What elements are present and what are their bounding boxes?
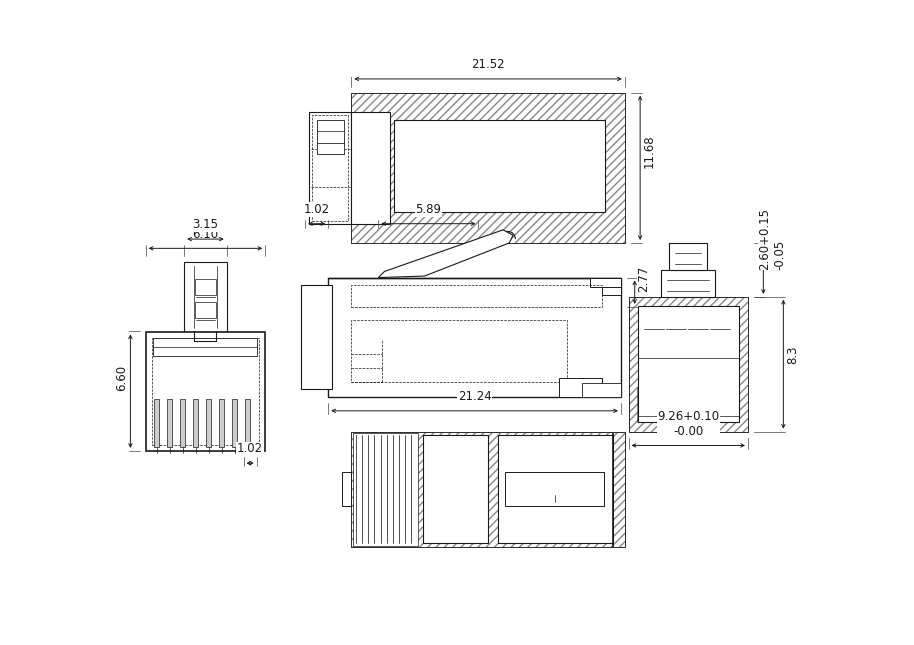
Text: 9.26+0.10
-0.00: 9.26+0.10 -0.00 [657,410,719,438]
Bar [351,93,625,243]
Wedge shape [665,313,677,320]
Bar [154,399,159,447]
Bar [351,93,625,243]
Bar [351,432,625,547]
Bar [317,120,344,154]
Wedge shape [674,313,686,320]
Bar [423,435,488,543]
Bar [328,277,621,397]
Bar [353,433,419,546]
Bar [195,279,216,295]
Bar [611,433,613,546]
Bar [351,112,390,224]
Bar [312,115,348,221]
Bar [219,399,224,447]
Text: 21.52: 21.52 [472,58,505,71]
Text: 2.60+0.15
-0.05: 2.60+0.15 -0.05 [759,208,787,270]
Bar [582,383,621,397]
Bar [611,433,613,546]
Bar [601,277,621,295]
Bar [498,435,613,543]
Bar [629,297,748,432]
Text: 2.77: 2.77 [637,266,651,292]
Text: 5.89: 5.89 [415,203,441,216]
Bar [232,399,237,447]
Bar [590,277,621,287]
Bar [245,399,250,447]
Text: 21.24: 21.24 [458,390,492,403]
Bar [351,432,625,547]
Bar [638,306,739,422]
Bar [661,270,715,297]
Bar [394,120,605,212]
Bar [309,112,351,224]
Bar [669,243,707,270]
Bar [629,297,748,432]
Text: 3.15: 3.15 [193,219,218,232]
Text: 8.3: 8.3 [786,346,799,364]
Wedge shape [643,313,656,320]
Bar [195,303,216,317]
Polygon shape [638,388,669,422]
Bar [317,132,344,143]
Text: 1.02: 1.02 [237,442,263,455]
Text: 1.02: 1.02 [303,203,330,216]
Wedge shape [710,313,722,320]
Polygon shape [708,388,739,422]
Wedge shape [718,313,730,320]
Wedge shape [687,313,700,320]
Bar [207,399,211,447]
Bar [185,263,227,332]
Wedge shape [696,313,708,320]
Text: 6.10: 6.10 [193,228,218,241]
Bar [193,399,197,447]
Bar [146,332,265,451]
Text: 6.60: 6.60 [114,365,128,391]
Bar [152,338,259,444]
Bar [342,472,351,506]
Bar [351,285,601,307]
Bar [302,285,332,389]
Polygon shape [378,230,513,277]
Bar [559,378,601,397]
Bar [505,472,604,506]
Bar [154,338,258,356]
Bar [317,143,344,154]
Wedge shape [652,313,664,320]
Bar [167,399,172,447]
Text: 11.68: 11.68 [643,134,656,168]
Bar [180,399,185,447]
Bar [351,320,567,382]
